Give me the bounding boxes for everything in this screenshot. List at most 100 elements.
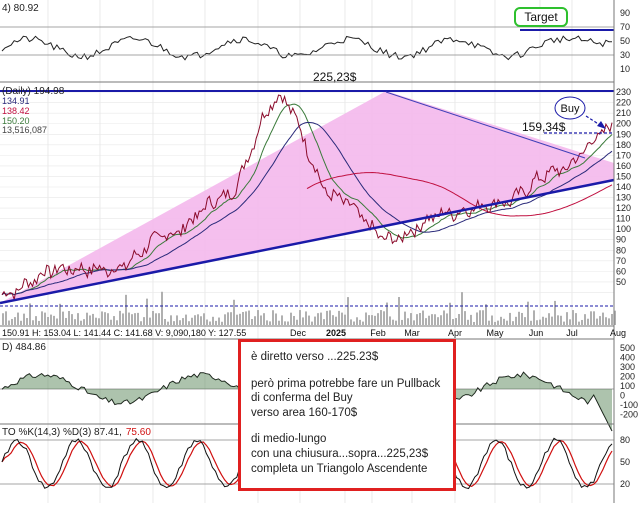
volume-bar: [449, 302, 451, 325]
volume-bar: [440, 315, 442, 325]
volume-bar: [173, 321, 175, 325]
volume-bar: [557, 315, 559, 325]
volume-bar: [209, 321, 211, 325]
volume-bar: [119, 310, 121, 325]
volume-bar: [608, 318, 610, 325]
volume-bar: [86, 312, 88, 325]
volume-bar: [308, 315, 310, 325]
volume-bar: [359, 319, 361, 325]
volume-bar: [515, 316, 517, 325]
volume-bar: [500, 316, 502, 325]
x-tick-label: Jun: [529, 328, 544, 338]
volume-bar: [374, 315, 376, 325]
volume-bar: [377, 313, 379, 325]
volume-bar: [326, 310, 328, 325]
volume-bar: [437, 317, 439, 325]
volume-bar: [344, 314, 346, 325]
note-line: completa un Triangolo Ascendente: [251, 462, 428, 475]
volume-bar: [257, 310, 259, 325]
y-tick-label: 180: [616, 140, 631, 150]
volume-bar: [350, 319, 352, 325]
volume-bar: [491, 315, 493, 325]
volume-bar: [512, 321, 514, 325]
volume-bar: [536, 320, 538, 325]
volume-bar: [560, 315, 562, 325]
volume-bar: [494, 321, 496, 325]
volume-bar: [497, 320, 499, 325]
y-tick-label: 160: [616, 161, 631, 171]
volume-bar: [20, 320, 22, 325]
volume-bar: [155, 313, 157, 325]
volume-bar: [527, 301, 529, 325]
legend-value-2: 138.42: [2, 106, 30, 116]
volume-bar: [83, 319, 85, 325]
volume-bar: [533, 310, 535, 325]
volume-bar: [317, 313, 319, 325]
x-tick-label: 2025: [326, 328, 346, 338]
y-tick-label: 200: [616, 119, 631, 129]
volume-bar: [551, 316, 553, 325]
legend-value-3: 150.20: [2, 116, 30, 126]
volume-bar: [248, 310, 250, 325]
volume-bar: [386, 302, 388, 325]
y-tick-label: 50: [616, 277, 626, 287]
macd-tick-label: 500: [620, 343, 635, 353]
ohlc-readout: 150.91 H: 153.04 L: 141.44 C: 141.68 V: …: [2, 328, 246, 338]
volume-bar: [53, 315, 55, 325]
y-tick-label: 70: [616, 256, 626, 266]
y-tick-label: 60: [616, 266, 626, 276]
volume-bar: [413, 320, 415, 325]
volume-bar: [215, 320, 217, 325]
note-line: però prima potrebbe fare un Pullback: [251, 377, 441, 390]
volume-bar: [203, 313, 205, 325]
y-tick-label: 100: [616, 224, 631, 234]
volume-bar: [134, 313, 136, 325]
volume-bar: [131, 314, 133, 325]
x-tick-label: Feb: [370, 328, 386, 338]
y-tick-label: 80: [616, 245, 626, 255]
volume-bar: [392, 319, 394, 325]
analysis-note-box: è diretto verso ...225.23$ però prima po…: [238, 339, 456, 491]
volume-bar: [122, 313, 124, 325]
volume-bar: [587, 318, 589, 325]
volume-bar: [563, 321, 565, 325]
volume-bar: [269, 321, 271, 325]
y-tick-label: 220: [616, 98, 631, 108]
volume-bar: [503, 318, 505, 325]
volume-bar: [128, 312, 130, 325]
x-tick-label: Dec: [290, 328, 307, 338]
volume-bar: [65, 317, 67, 325]
volume-bar: [143, 317, 145, 325]
support-target-label: 159,34$: [522, 120, 566, 134]
ma-mid-line: [1, 122, 613, 296]
volume-bar: [146, 298, 148, 325]
volume-bar: [506, 320, 508, 325]
volume-bar: [23, 313, 25, 325]
volume-bar: [74, 319, 76, 325]
x-tick-label: May: [486, 328, 504, 338]
volume-bar: [236, 314, 238, 325]
note-line: di conferma del Buy: [251, 392, 353, 405]
volume-bar: [455, 318, 457, 325]
volume-bar: [50, 314, 52, 325]
volume-bar: [95, 317, 97, 325]
y-tick-label: 140: [616, 182, 631, 192]
volume-bar: [218, 317, 220, 325]
volume-bar: [410, 313, 412, 325]
volume-bar: [110, 319, 112, 325]
y-tick-label: 90: [616, 235, 626, 245]
volume-bar: [461, 292, 463, 325]
volume-bar: [266, 320, 268, 325]
volume-bar: [14, 317, 16, 325]
x-tick-label: Jul: [566, 328, 578, 338]
note-line: con una chiusura...sopra...225,23$: [251, 447, 429, 460]
volume-bar: [98, 318, 100, 325]
volume-bar: [38, 320, 40, 325]
macd-tick-label: -200: [620, 410, 638, 420]
volume-bar: [365, 312, 367, 325]
volume-bar: [230, 312, 232, 325]
volume-bar: [485, 304, 487, 325]
volume-bar: [593, 311, 595, 325]
volume-bar: [335, 316, 337, 325]
volume-bar: [332, 315, 334, 325]
